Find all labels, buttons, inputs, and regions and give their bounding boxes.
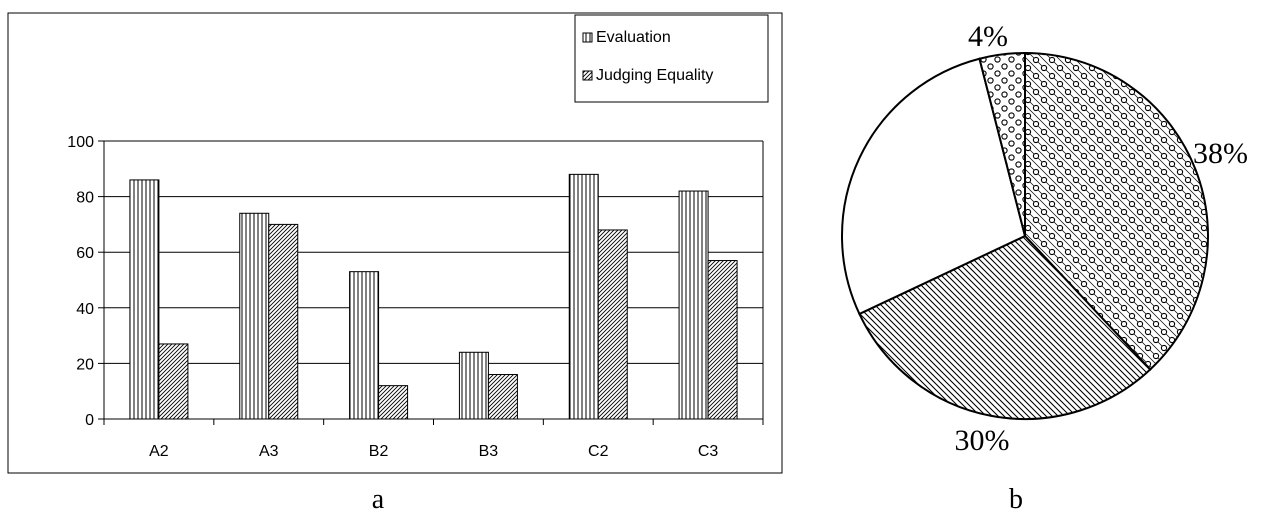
x-tick-label-a2: A2 — [149, 443, 169, 460]
pie-slice-38 — [1024, 51, 1209, 371]
pie-slice-unlabeled — [841, 57, 1027, 316]
y-tick-label: 40 — [76, 301, 94, 318]
x-axis-ticks: A2 A3 B2 B3 C2 C3 — [103, 418, 764, 460]
bar-judging-equality-b3 — [487, 374, 518, 420]
y-tick-label: 100 — [67, 134, 94, 151]
pie-label-30: 30% — [955, 424, 1010, 457]
bar-evaluation-c3 — [678, 190, 709, 420]
legend-swatch-evaluation — [582, 32, 593, 43]
pie-chart-panel: 4% 38% 30% — [841, 20, 1248, 457]
bar-judging-equality-b2 — [378, 385, 409, 420]
x-tick-label-a3: A3 — [259, 443, 279, 460]
bar-judging-equality-c2 — [597, 229, 628, 420]
pie-label-38: 38% — [1193, 137, 1248, 170]
caption-b: b — [1009, 484, 1023, 515]
y-tick-label: 0 — [85, 412, 94, 429]
pie-label-4: 4% — [968, 20, 1008, 53]
x-tick-label-c2: C2 — [588, 443, 609, 460]
y-tick-label: 60 — [76, 245, 94, 262]
legend-label-judging-equality: Judging Equality — [596, 67, 713, 84]
x-tick-label-b3: B3 — [479, 443, 499, 460]
pie-slice-4 — [978, 51, 1026, 237]
bar-evaluation-a2 — [129, 179, 160, 420]
legend-swatch-judging-equality — [582, 70, 593, 81]
legend: Evaluation Judging Equality — [574, 14, 769, 103]
y-tick-label: 80 — [76, 190, 94, 207]
legend-box — [574, 14, 769, 103]
bar-judging-equality-a2 — [158, 343, 189, 420]
bar-judging-equality-a3 — [268, 223, 299, 420]
bar-evaluation-b2 — [349, 271, 380, 420]
y-tick-label: 20 — [76, 356, 94, 373]
y-axis-ticks: 0 20 40 60 80 100 — [67, 134, 764, 429]
bar-evaluation-b3 — [458, 351, 489, 420]
bar-chart-panel: 0 20 40 60 80 100 A2 A3 B2 B3 C2 C3 Evaluation Jud… — [7, 12, 783, 474]
bar-evaluation-a3 — [239, 212, 270, 420]
legend-label-evaluation: Evaluation — [596, 29, 671, 46]
bar-evaluation-c2 — [568, 173, 599, 420]
bar-judging-equality-c3 — [707, 260, 738, 420]
x-tick-label-b2: B2 — [369, 443, 389, 460]
caption-a: a — [372, 484, 385, 515]
x-tick-label-c3: C3 — [698, 443, 719, 460]
pie-slice-30 — [858, 234, 1152, 420]
